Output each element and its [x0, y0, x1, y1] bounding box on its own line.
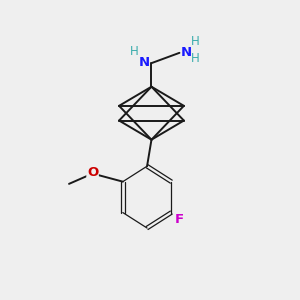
Text: N: N	[139, 56, 150, 69]
Text: O: O	[87, 166, 98, 179]
Text: H: H	[130, 45, 139, 58]
Text: F: F	[175, 213, 184, 226]
Text: N: N	[180, 46, 191, 59]
Text: H: H	[191, 35, 200, 48]
Text: H: H	[191, 52, 200, 65]
